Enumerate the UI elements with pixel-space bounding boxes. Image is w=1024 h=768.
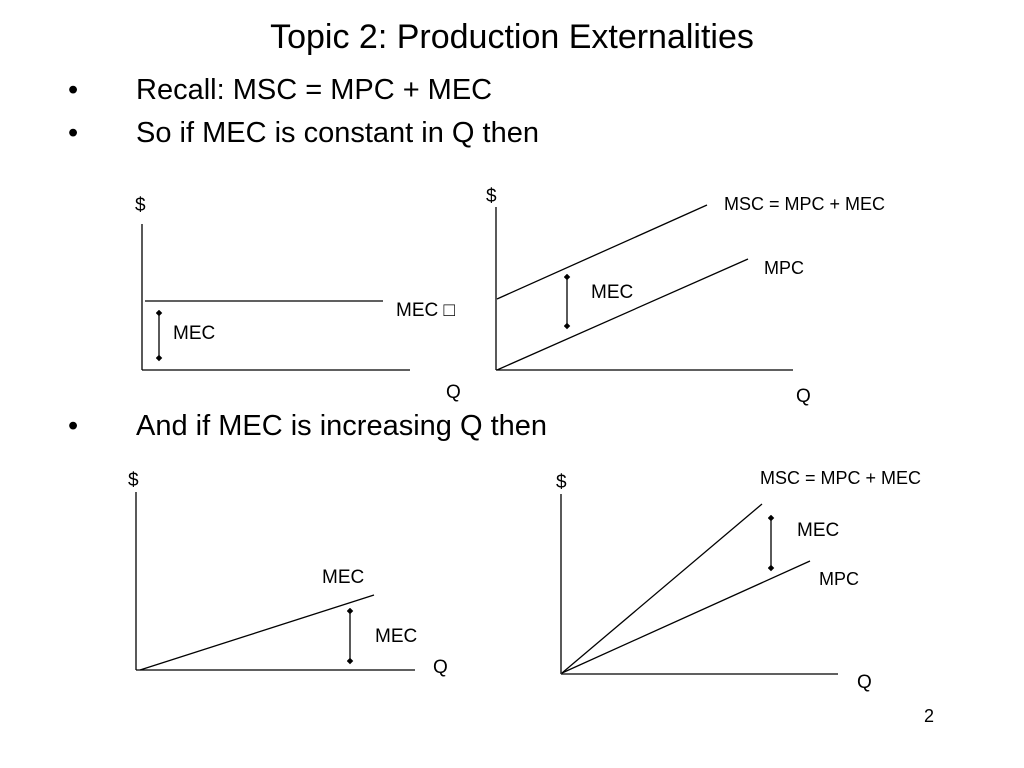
mpc-label: MPC	[819, 569, 859, 589]
mec-curve-label: MEC	[322, 567, 364, 588]
page-number: 2	[924, 706, 935, 726]
y-axis-label: $	[135, 195, 146, 216]
diagram-msc-diverging	[560, 494, 838, 675]
mec-gap-label: MEC	[173, 323, 215, 344]
y-axis-label: $	[486, 186, 497, 207]
slide-title: Topic 2: Production Externalities	[270, 18, 754, 56]
mpc-curve	[496, 258, 749, 371]
x-axis-label: Q	[433, 657, 448, 678]
msc-curve	[561, 503, 763, 674]
y-axis-label: $	[128, 470, 139, 491]
diagram-constant-mec	[141, 224, 410, 371]
x-axis-label: Q	[446, 382, 461, 403]
mpc-label: MPC	[764, 258, 804, 278]
mec-curve	[139, 594, 375, 671]
mec-gap-label: MEC	[375, 626, 417, 647]
x-axis-label: Q	[796, 386, 811, 407]
bullet-marker: •	[68, 410, 79, 442]
diagram-msc-parallel	[495, 204, 793, 371]
msc-curve	[496, 204, 708, 300]
bullet-marker: •	[68, 74, 79, 106]
msc-label: MSC = MPC + MEC	[724, 194, 885, 214]
bullet-text: And if MEC is increasing Q then	[136, 410, 548, 442]
msc-label: MSC = MPC + MEC	[760, 468, 921, 488]
bullet-text: Recall: MSC = MPC + MEC	[136, 74, 493, 106]
mpc-curve	[561, 560, 811, 674]
mec-gap-label: MEC	[591, 282, 633, 303]
bullet-marker: •	[68, 117, 79, 149]
bullet-text: So if MEC is constant in Q then	[136, 117, 539, 149]
mec-curve-label: MEC □	[396, 300, 456, 321]
diagram-increasing-mec	[135, 492, 415, 671]
mec-gap-label: MEC	[797, 520, 839, 541]
y-axis-label: $	[556, 472, 567, 493]
x-axis-label: Q	[857, 672, 872, 693]
